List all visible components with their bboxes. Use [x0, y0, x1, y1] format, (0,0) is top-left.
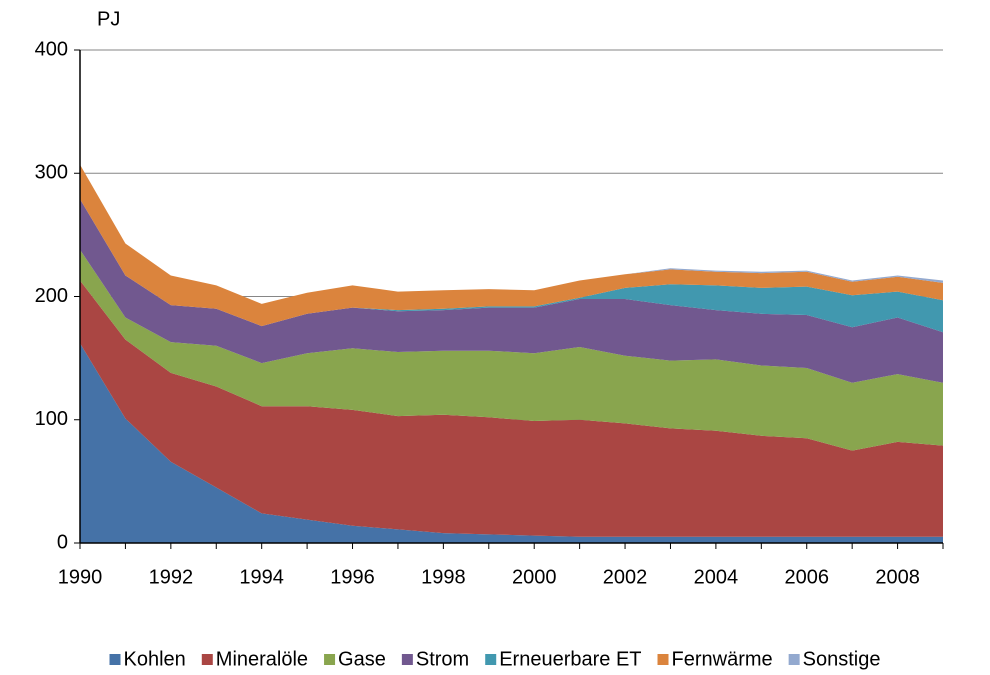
x-tick-label: 2008	[875, 566, 920, 588]
y-tick-label: 100	[35, 408, 68, 430]
y-tick-label: 0	[57, 531, 68, 553]
y-tick-label: 300	[35, 162, 68, 184]
x-tick-label: 1990	[58, 566, 103, 588]
legend-swatch	[788, 654, 800, 665]
area	[80, 280, 943, 537]
legend-swatch	[485, 654, 497, 665]
area	[80, 199, 943, 383]
y-tick-label: 400	[35, 38, 68, 60]
legend-swatch	[201, 654, 213, 665]
legend-label: Mineralöle	[216, 648, 308, 670]
x-tick-label: 1994	[239, 566, 284, 588]
legend-label: Kohlen	[124, 648, 186, 670]
area	[80, 249, 943, 451]
legend-label: Strom	[416, 648, 469, 670]
x-tick-label: 1998	[421, 566, 466, 588]
x-tick-label: 1992	[149, 566, 194, 588]
legend-label: Sonstige	[803, 648, 881, 670]
x-tick-label: 2000	[512, 566, 557, 588]
legend-swatch	[109, 654, 121, 665]
legend-label: Gase	[338, 648, 386, 670]
x-tick-label: 1996	[330, 566, 375, 588]
area	[80, 199, 943, 333]
legend-swatch	[401, 654, 413, 665]
area	[80, 343, 943, 543]
x-tick-label: 2002	[603, 566, 648, 588]
area	[80, 164, 943, 327]
legend-swatch	[324, 654, 336, 665]
legend-swatch	[657, 654, 669, 665]
y-axis-label: PJ	[97, 8, 120, 30]
x-tick-label: 2004	[694, 566, 739, 588]
legend-label: Fernwärme	[672, 648, 773, 670]
legend-label: Erneuerbare ET	[499, 648, 641, 670]
y-tick-label: 200	[35, 285, 68, 307]
x-tick-label: 2006	[784, 566, 829, 588]
